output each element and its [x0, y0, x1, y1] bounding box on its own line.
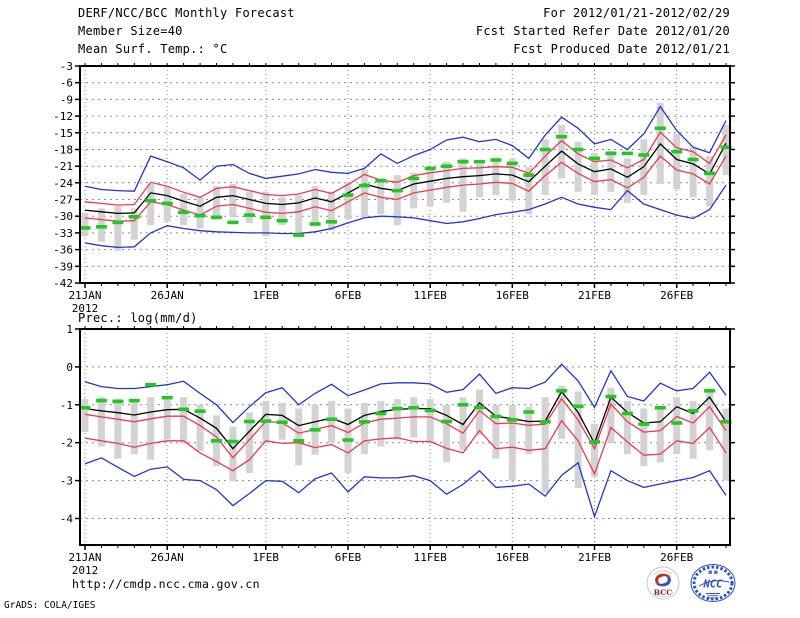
svg-text:-21: -21 [53, 160, 73, 173]
svg-text:16FEB: 16FEB [496, 289, 529, 302]
svg-text:-18: -18 [53, 144, 73, 157]
bcc-label: BCC [654, 588, 672, 597]
ncc-cn-char [708, 570, 712, 574]
svg-text:1FEB: 1FEB [253, 551, 280, 564]
svg-text:-36: -36 [53, 244, 73, 257]
svg-text:-3: -3 [60, 60, 73, 73]
svg-text:-12: -12 [53, 110, 73, 123]
svg-text:2012: 2012 [72, 564, 99, 577]
svg-text:1: 1 [66, 323, 73, 336]
svg-text:26JAN: 26JAN [151, 289, 184, 302]
ncc-swoosh [698, 580, 730, 587]
svg-text:-2: -2 [60, 437, 73, 450]
ncc-water-lines [706, 593, 720, 599]
bcc-bottom-arc-text [652, 591, 674, 598]
refer-date-label: Fcst Started Refer Date 2012/01/20 [475, 24, 730, 38]
ncc-label: NCC [703, 579, 724, 591]
svg-text:26FEB: 26FEB [660, 289, 693, 302]
svg-text:-39: -39 [53, 260, 73, 273]
svg-text:16FEB: 16FEB [496, 551, 529, 564]
forecast-range-label: For 2012/01/21-2012/02/29 [543, 6, 730, 20]
svg-text:0: 0 [66, 361, 73, 374]
svg-text:-30: -30 [53, 210, 73, 223]
precipitation-chart-title: Prec.: log(mm/d) [78, 311, 198, 325]
svg-text:26JAN: 26JAN [151, 551, 184, 564]
svg-text:6FEB: 6FEB [335, 551, 362, 564]
bcc-red-swirl [655, 573, 671, 584]
grads-credit: GrADS: COLA/IGES [4, 600, 96, 611]
svg-text:-27: -27 [53, 194, 73, 207]
svg-text:-4: -4 [60, 513, 74, 526]
ncc-wreath [692, 565, 734, 601]
svg-text:-24: -24 [53, 177, 73, 190]
svg-text:-6: -6 [60, 77, 73, 90]
bcc-blue-swirl [655, 576, 671, 587]
svg-text:-9: -9 [60, 93, 73, 106]
temperature-chart-title: Mean Surf. Temp.: °C [78, 42, 228, 56]
svg-text:-15: -15 [53, 127, 73, 140]
svg-text:2012: 2012 [72, 302, 99, 315]
svg-text:-42: -42 [53, 277, 73, 290]
bcc-top-arc-text [653, 570, 673, 575]
svg-text:-1: -1 [60, 399, 73, 412]
svg-text:-3: -3 [60, 475, 73, 488]
source-url: http://cmdp.ncc.cma.gov.cn [72, 577, 260, 591]
svg-text:21FEB: 21FEB [578, 289, 611, 302]
svg-text:21JAN: 21JAN [68, 289, 101, 302]
svg-text:21JAN: 21JAN [68, 551, 101, 564]
svg-text:6FEB: 6FEB [335, 289, 362, 302]
ncc-logo: NCC [690, 564, 736, 602]
bcc-logo: BCC [646, 566, 680, 600]
svg-text:1FEB: 1FEB [253, 289, 280, 302]
svg-text:-33: -33 [53, 227, 73, 240]
svg-text:21FEB: 21FEB [578, 551, 611, 564]
svg-text:11FEB: 11FEB [414, 551, 447, 564]
ncc-cn-char [714, 570, 718, 574]
svg-text:11FEB: 11FEB [414, 289, 447, 302]
produced-date-label: Fcst Produced Date 2012/01/21 [513, 42, 730, 56]
svg-text:26FEB: 26FEB [660, 551, 693, 564]
member-size-label: Member Size=40 [78, 24, 183, 38]
plot-title: DERF/NCC/BCC Monthly Forecast [78, 6, 295, 20]
